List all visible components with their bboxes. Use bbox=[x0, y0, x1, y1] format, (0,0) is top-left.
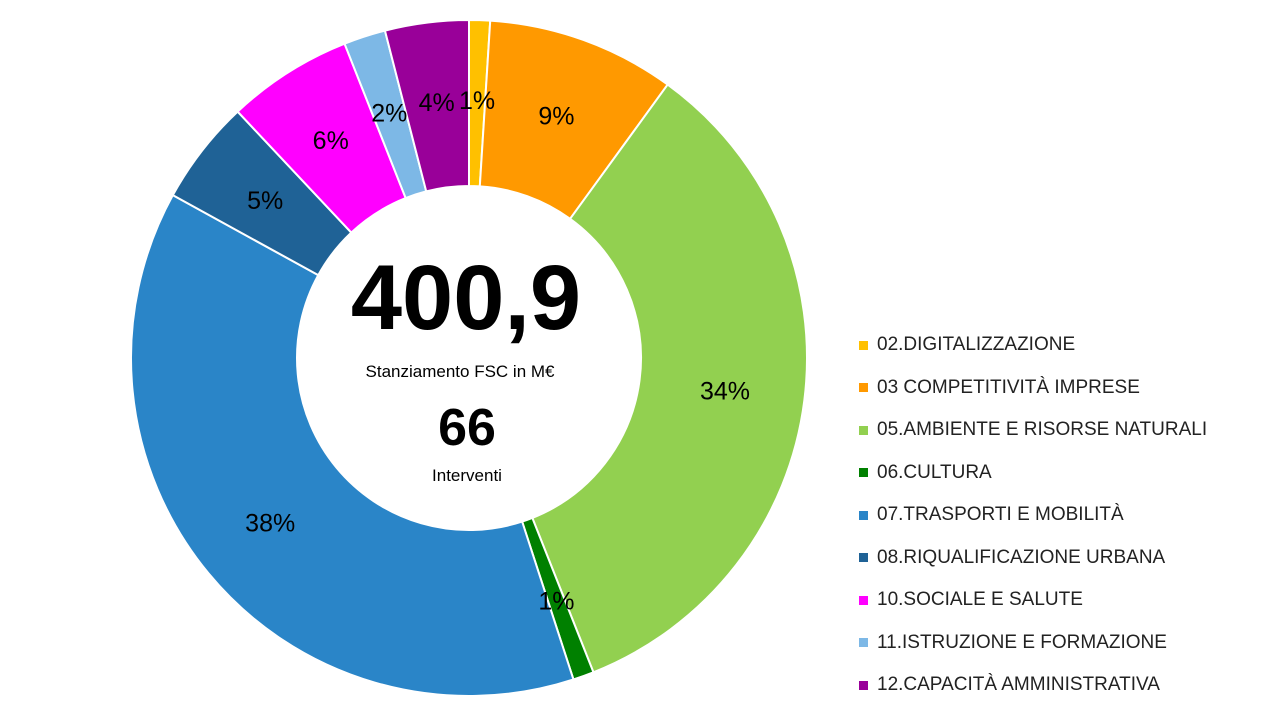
slice-label-06-cultura: 1% bbox=[538, 588, 574, 616]
legend-label: 08.RIQUALIFICAZIONE URBANA bbox=[877, 546, 1166, 568]
legend-swatch bbox=[859, 595, 868, 605]
legend-item-05-ambiente-e-risorse-naturali: 05.AMBIENTE E RISORSE NATURALI bbox=[859, 409, 1269, 452]
legend-swatch bbox=[859, 340, 868, 350]
legend-swatch bbox=[859, 553, 868, 563]
legend-item-06-cultura: 06.CULTURA bbox=[859, 452, 1269, 495]
center-amount-caption: Stanziamento FSC in M€ bbox=[366, 362, 556, 381]
legend-item-12-capacita-amministrativa: 12.CAPACITÀ AMMINISTRATIVA bbox=[859, 664, 1269, 707]
center-amount-value: 400,9 bbox=[351, 247, 581, 349]
slice-labels-group: 1% 9% 34% 1% 38% 5% 6% 2% 4% bbox=[245, 87, 750, 616]
slice-05-ambiente-e-risorse-naturali bbox=[531, 83, 808, 674]
legend-swatch bbox=[859, 383, 868, 393]
legend-label: 06.CULTURA bbox=[877, 461, 992, 483]
legend: 02.DIGITALIZZAZIONE 03 COMPETITIVITÀ IMPR… bbox=[859, 324, 1269, 707]
slice-label-07-trasporti-e-mobilita: 38% bbox=[245, 509, 295, 537]
legend-swatch bbox=[859, 510, 868, 520]
legend-swatch bbox=[859, 468, 868, 478]
center-count-value: 66 bbox=[438, 399, 496, 457]
legend-swatch bbox=[859, 638, 868, 648]
legend-item-02-digitalizzazione: 02.DIGITALIZZAZIONE bbox=[859, 324, 1269, 367]
legend-label: 03 COMPETITIVITÀ IMPRESE bbox=[877, 376, 1140, 398]
slice-label-02-digitalizzazione: 1% bbox=[459, 87, 495, 115]
slices-group bbox=[130, 18, 808, 697]
slice-label-08-riqualificazione-urbana: 5% bbox=[247, 187, 283, 215]
slice-label-11-istruzione-e-formazione: 2% bbox=[371, 100, 407, 128]
slice-label-03-competitivita-imprese: 9% bbox=[538, 102, 574, 130]
legend-label: 12.CAPACITÀ AMMINISTRATIVA bbox=[877, 674, 1160, 696]
legend-item-07-trasporti-e-mobilita: 07.TRASPORTI E MOBILITÀ bbox=[859, 494, 1269, 537]
legend-swatch bbox=[859, 680, 868, 690]
legend-label: 05.AMBIENTE E RISORSE NATURALI bbox=[877, 419, 1208, 441]
legend-label: 02.DIGITALIZZAZIONE bbox=[877, 334, 1076, 356]
legend-label: 10.SOCIALE E SALUTE bbox=[877, 589, 1083, 611]
legend-swatch bbox=[859, 425, 868, 435]
legend-item-03-competitivita-imprese: 03 COMPETITIVITÀ IMPRESE bbox=[859, 367, 1269, 410]
slice-label-05-ambiente-e-risorse-naturali: 34% bbox=[700, 377, 750, 405]
legend-label: 11.ISTRUZIONE E FORMAZIONE bbox=[877, 631, 1167, 653]
slice-label-12-capacita-amministrativa: 4% bbox=[419, 89, 455, 117]
slice-12-capacita-amministrativa bbox=[383, 18, 470, 193]
legend-label: 07.TRASPORTI E MOBILITÀ bbox=[877, 504, 1124, 526]
legend-item-08-riqualificazione-urbana: 08.RIQUALIFICAZIONE URBANA bbox=[859, 537, 1269, 580]
slice-07-trasporti-e-mobilita bbox=[130, 193, 575, 697]
legend-item-10-sociale-e-salute: 10.SOCIALE E SALUTE bbox=[859, 579, 1269, 622]
slice-label-10-sociale-e-salute: 6% bbox=[313, 127, 349, 155]
center-count-caption: Interventi bbox=[432, 466, 502, 485]
legend-item-11-istruzione-e-formazione: 11.ISTRUZIONE E FORMAZIONE bbox=[859, 622, 1269, 665]
